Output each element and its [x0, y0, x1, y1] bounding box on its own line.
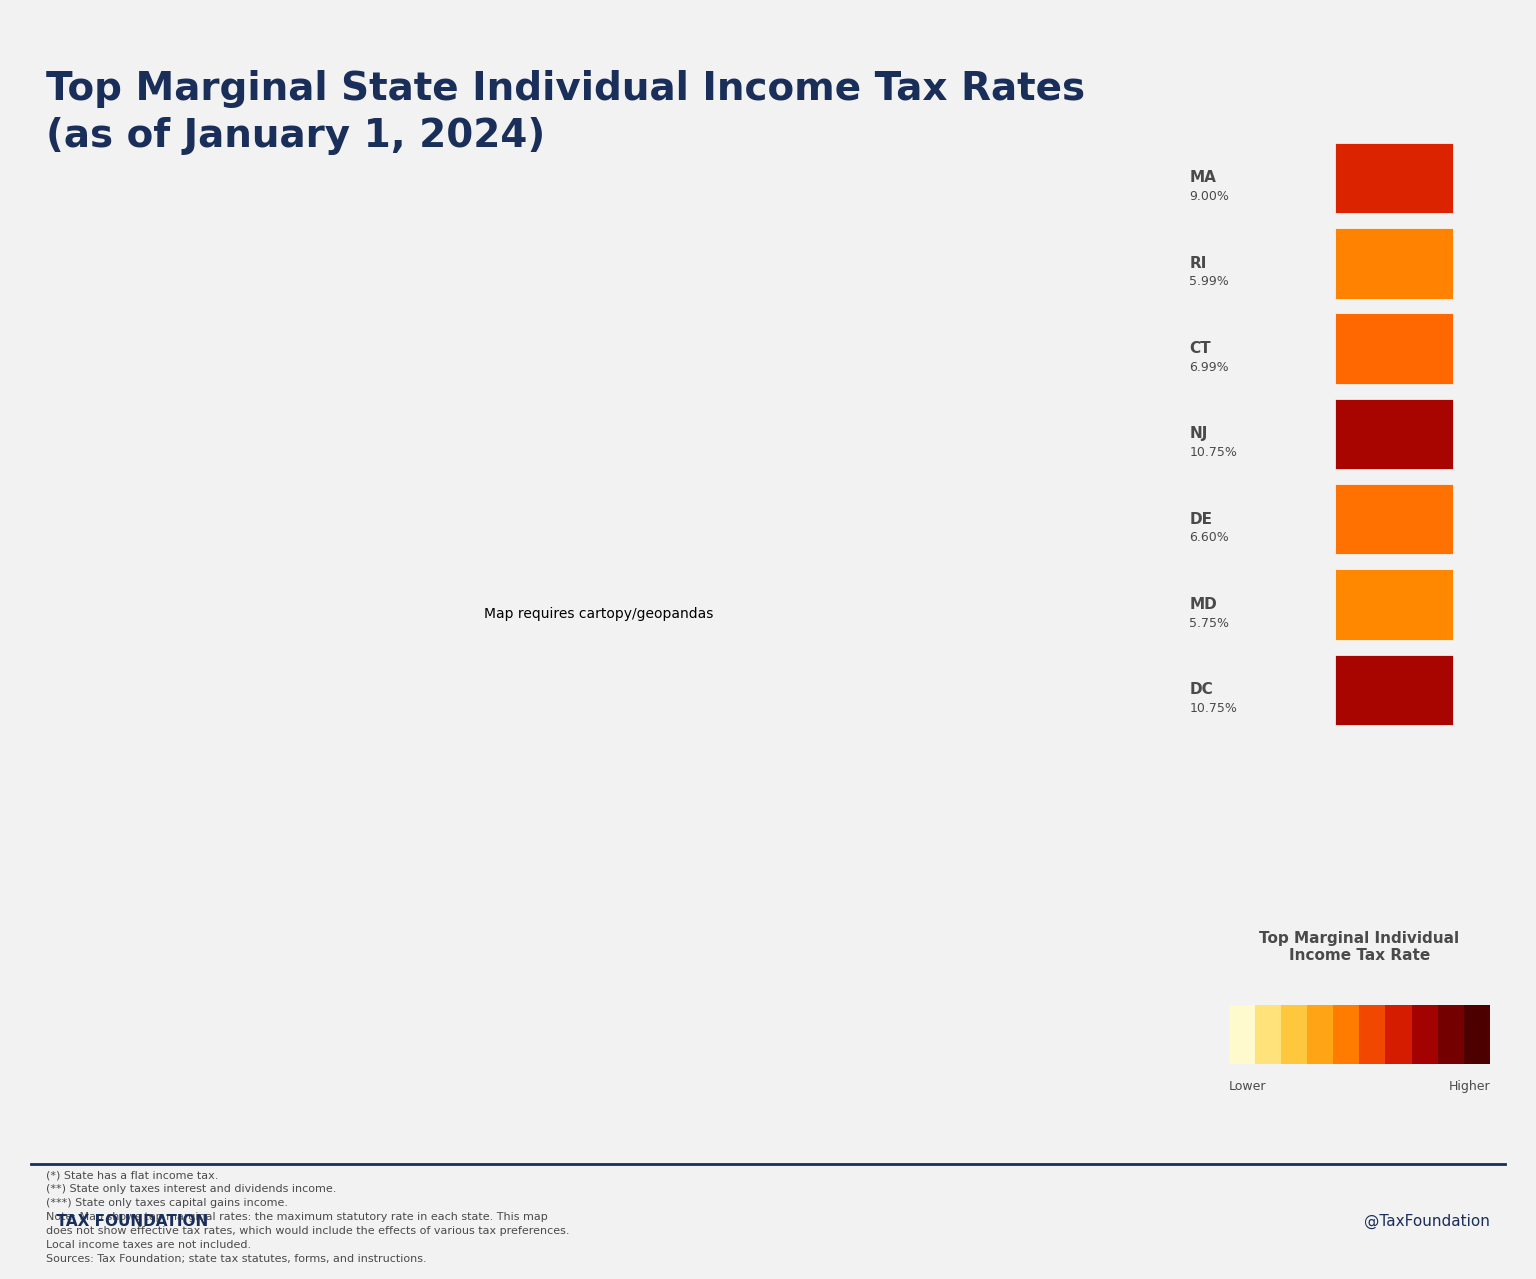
Bar	[1335, 228, 1453, 298]
Text: Map requires cartopy/geopandas: Map requires cartopy/geopandas	[484, 608, 714, 620]
Bar	[1335, 399, 1453, 469]
Bar	[1307, 1005, 1333, 1064]
Bar	[1335, 655, 1453, 725]
Bar	[1335, 313, 1453, 384]
Bar	[1385, 1005, 1412, 1064]
Text: Top Marginal State Individual Income Tax Rates
(as of January 1, 2024): Top Marginal State Individual Income Tax…	[46, 70, 1086, 155]
Bar	[1438, 1005, 1464, 1064]
Text: DC: DC	[1189, 682, 1213, 697]
Text: Lower: Lower	[1229, 1081, 1266, 1094]
Text: MD: MD	[1189, 597, 1217, 613]
Text: 5.99%: 5.99%	[1189, 275, 1229, 288]
Text: 10.75%: 10.75%	[1189, 446, 1238, 459]
Text: DE: DE	[1189, 512, 1212, 527]
Bar	[1335, 569, 1453, 640]
Text: 5.75%: 5.75%	[1189, 616, 1229, 629]
Text: NJ: NJ	[1189, 426, 1207, 441]
Text: CT: CT	[1189, 341, 1210, 356]
Bar	[1333, 1005, 1359, 1064]
Bar	[1464, 1005, 1490, 1064]
Bar	[1335, 143, 1453, 214]
Bar	[1255, 1005, 1281, 1064]
Text: 10.75%: 10.75%	[1189, 702, 1238, 715]
Text: 6.60%: 6.60%	[1189, 531, 1229, 545]
Text: Top Marginal Individual
Income Tax Rate: Top Marginal Individual Income Tax Rate	[1260, 931, 1459, 963]
Bar	[1281, 1005, 1307, 1064]
Text: Higher: Higher	[1448, 1081, 1490, 1094]
Text: MA: MA	[1189, 170, 1217, 185]
Text: (*) State has a flat income tax.
(**) State only taxes interest and dividends in: (*) State has a flat income tax. (**) St…	[46, 1170, 570, 1264]
Text: RI: RI	[1189, 256, 1207, 271]
Text: @TaxFoundation: @TaxFoundation	[1364, 1214, 1490, 1229]
Text: 6.99%: 6.99%	[1189, 361, 1229, 373]
Bar	[1412, 1005, 1438, 1064]
Bar	[1229, 1005, 1255, 1064]
Text: TAX FOUNDATION: TAX FOUNDATION	[46, 1214, 209, 1229]
Bar	[1335, 483, 1453, 555]
Bar	[1359, 1005, 1385, 1064]
Text: 9.00%: 9.00%	[1189, 191, 1229, 203]
